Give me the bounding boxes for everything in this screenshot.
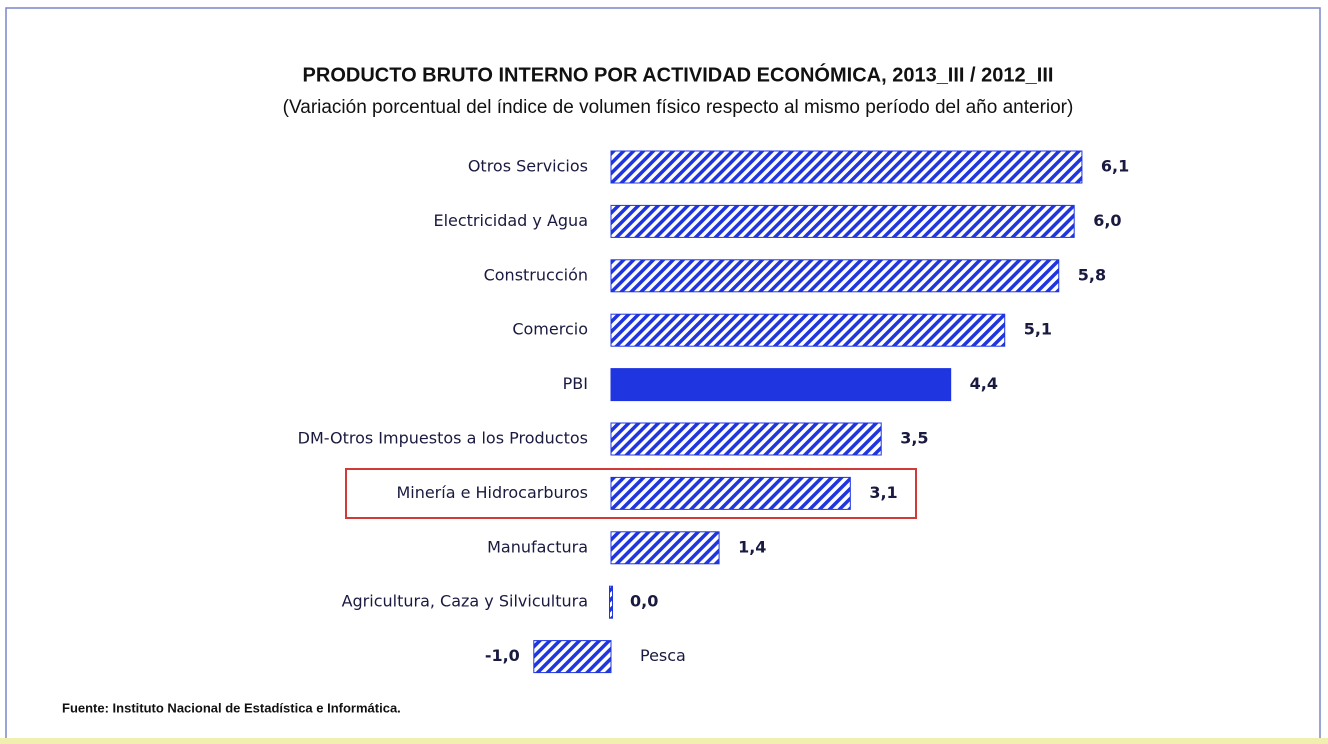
source-note: Fuente: Instituto Nacional de Estadístic… [62,700,401,715]
value-label: 6,1 [1101,157,1129,176]
y-tick-label: Construcción [484,265,588,284]
y-tick-label: Comercio [512,320,588,339]
value-label: -1,0 [485,646,520,665]
y-tick-label: Agricultura, Caza y Silvicultura [342,592,588,611]
y-tick-label: Pesca [640,646,686,665]
value-label: 1,4 [738,537,766,556]
value-label: 3,5 [900,429,928,448]
bar [609,585,613,619]
bar [533,640,612,674]
bar [610,204,1075,238]
chart-title: PRODUCTO BRUTO INTERNO POR ACTIVIDAD ECO… [303,62,1054,86]
y-tick-label: Manufactura [487,537,588,556]
chart-subtitle: (Variación porcentual del índice de volu… [283,97,1074,118]
bar [610,150,1083,184]
highlight-box [345,468,917,519]
bar [610,259,1060,293]
bar [610,313,1006,347]
value-label: 0,0 [630,592,658,611]
bar [610,476,851,510]
value-label: 3,1 [869,483,897,502]
bar [610,531,720,565]
value-label: 5,8 [1078,265,1106,284]
bar [610,368,952,402]
bar [610,422,882,456]
value-label: 4,4 [970,374,998,393]
value-label: 6,0 [1093,211,1121,230]
y-tick-label: Otros Servicios [468,157,588,176]
y-tick-label: Electricidad y Agua [433,211,588,230]
y-tick-label: Minería e Hidrocarburos [396,483,588,502]
y-tick-label: DM-Otros Impuestos a los Productos [298,429,588,448]
value-label: 5,1 [1024,320,1052,339]
bottom-strip [0,738,1328,744]
y-tick-label: PBI [563,374,588,393]
